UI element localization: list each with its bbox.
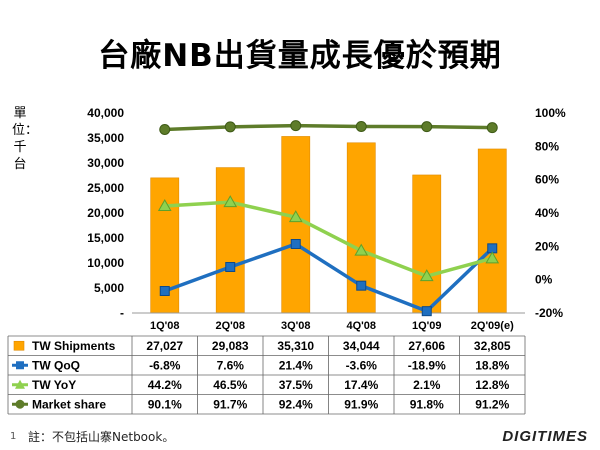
left-axis-tick-label: 15,000 — [87, 231, 124, 245]
marker-circle — [486, 122, 498, 134]
marker-triangle — [157, 198, 172, 211]
legend-series-name: TW Shipments — [32, 339, 116, 353]
marker-square — [421, 306, 432, 317]
table-cell-value: 18.8% — [475, 358, 509, 372]
marker-circle — [159, 124, 171, 135]
right-axis-tick-label: 100% — [535, 106, 566, 120]
category-label: 4Q'08 — [346, 320, 376, 332]
marker-square — [290, 239, 301, 249]
table-cell-value: 7.6% — [217, 358, 245, 372]
legend-series-name: TW YoY — [32, 378, 76, 392]
bar-shipments — [281, 136, 311, 314]
series-line-tw-yoy — [164, 200, 493, 278]
left-axis-tick-label: 40,000 — [87, 106, 124, 120]
marker-square — [159, 286, 170, 296]
series-line-market-share — [164, 123, 493, 132]
table-cell-value: 2.1% — [413, 378, 441, 392]
table-cell-value: 32,805 — [474, 339, 511, 353]
table-cell-value: -3.6% — [346, 358, 378, 372]
table-cell-value: -6.8% — [149, 358, 181, 372]
marker-circle — [224, 121, 236, 133]
table-cell-value: 29,083 — [212, 339, 249, 353]
left-axis-tick-label: 30,000 — [87, 156, 124, 170]
legend-key-marker-triangle — [15, 379, 25, 389]
table-cell-value: 35,310 — [277, 339, 314, 353]
legend-key-bar — [13, 340, 25, 351]
category-label: 2Q'09(e) — [471, 320, 514, 332]
table-cell-value: 27,606 — [408, 339, 445, 353]
right-axis-tick-label: 20% — [535, 239, 559, 253]
marker-circle — [290, 120, 302, 132]
series-line-tw-qoq — [164, 242, 494, 313]
left-axis-tick-label: 20,000 — [87, 206, 124, 220]
table-cell-value: 17.4% — [344, 378, 378, 392]
right-axis-tick-label: -20% — [535, 306, 563, 320]
table-cell-value: 91.8% — [410, 397, 444, 411]
slide-title: 台廠NB出貨量成長優於預期 — [98, 38, 502, 74]
table-cell-value: 34,044 — [343, 339, 380, 353]
left-axis-tick-label: 10,000 — [87, 256, 124, 270]
table-cell-value: 27,027 — [146, 339, 183, 353]
marker-square — [356, 280, 367, 291]
table-cell-value: 91.9% — [344, 397, 378, 411]
footnote: 註：不包括山寨Netbook。 — [28, 430, 175, 444]
slide-number: 1 — [10, 431, 17, 442]
bar-shipments — [412, 174, 442, 314]
right-axis-tick-label: 80% — [535, 139, 559, 153]
table-cell-value: 21.4% — [279, 358, 313, 372]
bar-shipments — [477, 148, 507, 314]
right-axis-tick-label: 40% — [535, 206, 559, 220]
right-axis-tick-label: 60% — [535, 173, 559, 187]
marker-square — [225, 262, 236, 272]
legend-series-name: TW QoQ — [32, 358, 80, 372]
table-cell-value: 91.2% — [475, 397, 509, 411]
category-label: 3Q'08 — [281, 320, 311, 332]
category-label: 1Q'09 — [412, 320, 442, 332]
table-cell-value: 12.8% — [475, 378, 509, 392]
table-cell-value: 91.7% — [213, 397, 247, 411]
legend-key-marker-circle — [15, 399, 25, 409]
marker-triangle — [485, 251, 500, 264]
category-label: 1Q'08 — [150, 320, 180, 332]
right-axis-tick-label: 0% — [535, 273, 553, 287]
table-cell-value: 46.5% — [213, 378, 247, 392]
marker-triangle — [419, 269, 434, 282]
category-label: 2Q'08 — [215, 320, 245, 332]
bar-shipments — [215, 167, 245, 314]
left-axis-tick-label: - — [120, 306, 124, 320]
marker-circle — [355, 121, 367, 132]
table-cell-value: 37.5% — [279, 378, 313, 392]
digitimes-logo: DIGITIMES — [502, 428, 588, 445]
marker-triangle — [354, 243, 369, 256]
left-axis-tick-label: 35,000 — [87, 131, 124, 145]
table-cell-value: 90.1% — [148, 397, 182, 411]
legend-series-name: Market share — [32, 397, 106, 411]
left-axis-tick-label: 25,000 — [87, 181, 124, 195]
table-cell-value: 44.2% — [148, 378, 182, 392]
marker-triangle — [223, 195, 238, 208]
marker-circle — [421, 121, 433, 133]
table-cell-value: -18.9% — [408, 358, 446, 372]
legend-key-marker-square — [16, 361, 24, 370]
left-axis-tick-label: 5,000 — [94, 281, 124, 295]
marker-triangle — [288, 210, 303, 223]
table-cell-value: 92.4% — [279, 397, 313, 411]
